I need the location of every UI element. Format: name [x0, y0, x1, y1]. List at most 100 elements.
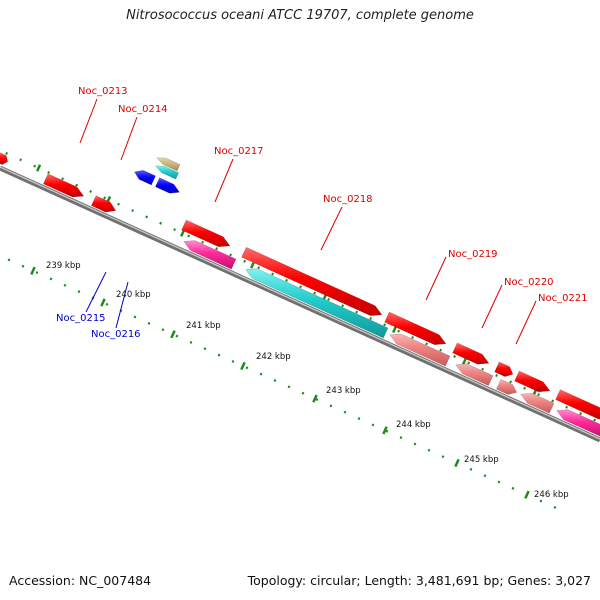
gene-arrow: [452, 342, 490, 365]
minor-tick: [369, 316, 372, 320]
major-tick: [462, 357, 468, 365]
minor-tick: [243, 259, 246, 263]
minor-tick: [33, 164, 36, 168]
leader-line: [85, 271, 107, 313]
major-tick: [36, 164, 42, 172]
minor-tick: [273, 379, 277, 382]
minor-tick: [117, 202, 120, 206]
minor-tick: [47, 171, 50, 174]
gene-arrow: [455, 363, 494, 386]
major-tick: [170, 330, 176, 339]
minor-tick: [539, 499, 543, 503]
genes: [0, 152, 600, 437]
minor-tick: [61, 177, 64, 181]
minor-tick: [343, 410, 347, 414]
minor-tick: [77, 290, 81, 294]
minor-tick: [411, 336, 414, 339]
minor-tick: [453, 355, 456, 358]
gene-label: Noc_0218: [323, 194, 373, 205]
leader-line: [115, 281, 129, 329]
minor-tick: [173, 228, 176, 232]
major-tick: [250, 261, 256, 269]
minor-tick: [511, 486, 515, 490]
gene-label: Noc_0219: [448, 249, 498, 260]
minor-tick: [105, 302, 109, 306]
leader-line: [515, 300, 537, 345]
minor-tick: [5, 151, 8, 155]
minor-tick: [189, 340, 193, 344]
minor-tick: [579, 412, 582, 416]
minor-tick: [35, 271, 39, 275]
tick-label: 240 kbp: [116, 290, 151, 300]
minor-tick: [187, 234, 190, 238]
leader-line: [481, 284, 503, 329]
backbone: [0, 165, 600, 443]
minor-tick: [103, 196, 106, 200]
minor-tick: [313, 291, 316, 295]
major-tick: [100, 298, 106, 307]
minor-tick: [509, 380, 512, 384]
gene-arrow: [155, 177, 180, 194]
minor-tick: [203, 347, 207, 351]
minor-tick: [413, 442, 417, 446]
minor-tick: [175, 334, 179, 338]
minor-tick: [593, 418, 596, 422]
minor-tick: [357, 417, 361, 421]
gene-arrow: [245, 268, 389, 339]
gene-arrow: [520, 392, 555, 414]
leader-line: [120, 116, 138, 161]
minor-tick: [467, 361, 470, 365]
minor-tick: [399, 436, 403, 440]
minor-tick: [63, 283, 67, 287]
major-tick: [524, 490, 530, 499]
minor-tick: [385, 429, 389, 433]
gene-arrow: [154, 165, 180, 180]
minor-tick: [7, 258, 11, 262]
tick-label: 239 kbp: [46, 261, 81, 271]
gene-label: Noc_0221: [538, 293, 588, 304]
minor-tick: [89, 190, 92, 193]
gene-arrow: [43, 173, 85, 198]
gene-arrow: [555, 389, 600, 420]
minor-tick: [159, 221, 162, 225]
minor-tick: [397, 329, 400, 333]
gene-labels: Noc_0213 Noc_0214 Noc_0217 Noc_0218 Noc_0219…: [56, 86, 588, 345]
minor-tick: [259, 372, 263, 376]
minor-tick: [271, 272, 274, 276]
minor-tick: [75, 183, 78, 187]
minor-tick: [49, 277, 53, 281]
major-tick: [30, 266, 36, 275]
minor-tick: [553, 505, 557, 509]
gene-label: Noc_0215: [56, 313, 106, 324]
gene-arrow: [134, 170, 156, 186]
minor-tick: [215, 247, 218, 251]
minor-tick: [551, 399, 554, 403]
minor-tick: [341, 304, 344, 308]
minor-tick: [201, 240, 204, 244]
minor-tick: [229, 253, 232, 257]
gene-arrow: [91, 195, 117, 213]
major-tick: [382, 426, 388, 435]
leader-line: [79, 98, 98, 144]
gene-arrow: [556, 409, 600, 437]
major-tick: [392, 325, 398, 334]
minor-tick: [523, 386, 526, 390]
minor-tick: [565, 405, 568, 409]
minor-tick: [145, 215, 148, 219]
tick-label: 244 kbp: [396, 420, 431, 430]
minor-tick: [537, 393, 540, 397]
gene-arrow: [384, 311, 447, 345]
minor-tick: [427, 448, 431, 452]
map-title: Nitrosococcus oceani ATCC 19707, complet…: [126, 8, 474, 23]
tick-label: 246 kbp: [534, 490, 569, 500]
gene-label: Noc_0213: [78, 86, 128, 97]
minor-tick: [439, 348, 442, 352]
minor-tick: [383, 323, 386, 327]
gene-arrow: [156, 157, 181, 172]
tick-labels: 239 kbp 240 kbp 241 kbp 242 kbp 243 kbp 244 k…: [46, 261, 569, 500]
gene-arrow: [496, 378, 518, 395]
minor-tick: [371, 423, 375, 427]
topology-text: Topology: circular; Length: 3,481,691 bp…: [247, 573, 591, 588]
tick-marks: [5, 151, 596, 509]
